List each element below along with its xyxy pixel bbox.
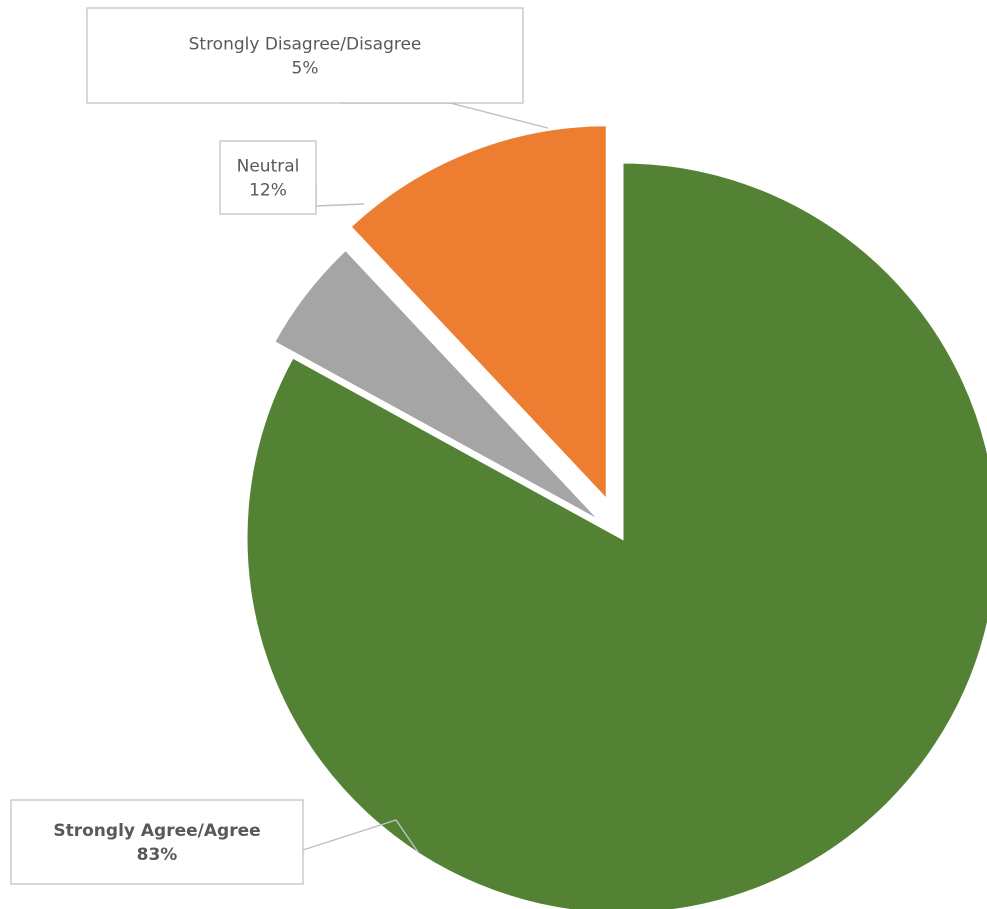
pie-slice-strongly-agree-agree (244, 160, 987, 909)
leader-line (340, 102, 549, 129)
data-label-strongly-agree-agree: Strongly Agree/Agree 83% (10, 799, 419, 885)
slice-percent-label: 5% (292, 59, 319, 79)
slice-category-label: Strongly Agree/Agree (53, 821, 260, 841)
slice-percent-label: 12% (249, 181, 287, 201)
label-box (10, 799, 304, 885)
slices-layer (244, 123, 987, 909)
data-label-neutral: Neutral 12% (219, 140, 365, 215)
slice-category-label: Neutral (237, 157, 300, 177)
labels-layer: Strongly Agree/Agree 83% Strongly Disagree… (10, 7, 549, 885)
pie-slice-neutral (347, 123, 609, 505)
leader-line (302, 819, 419, 853)
slice-percent-label: 83% (137, 845, 178, 865)
label-box (86, 7, 524, 104)
pie-slice-strongly-disagree-disagree (271, 247, 605, 525)
slice-category-label: Strongly Disagree/Disagree (189, 35, 422, 55)
data-label-strongly-disagree-disagree: Strongly Disagree/Disagree 5% (86, 7, 549, 129)
leader-line (315, 184, 365, 207)
label-box (219, 140, 317, 215)
